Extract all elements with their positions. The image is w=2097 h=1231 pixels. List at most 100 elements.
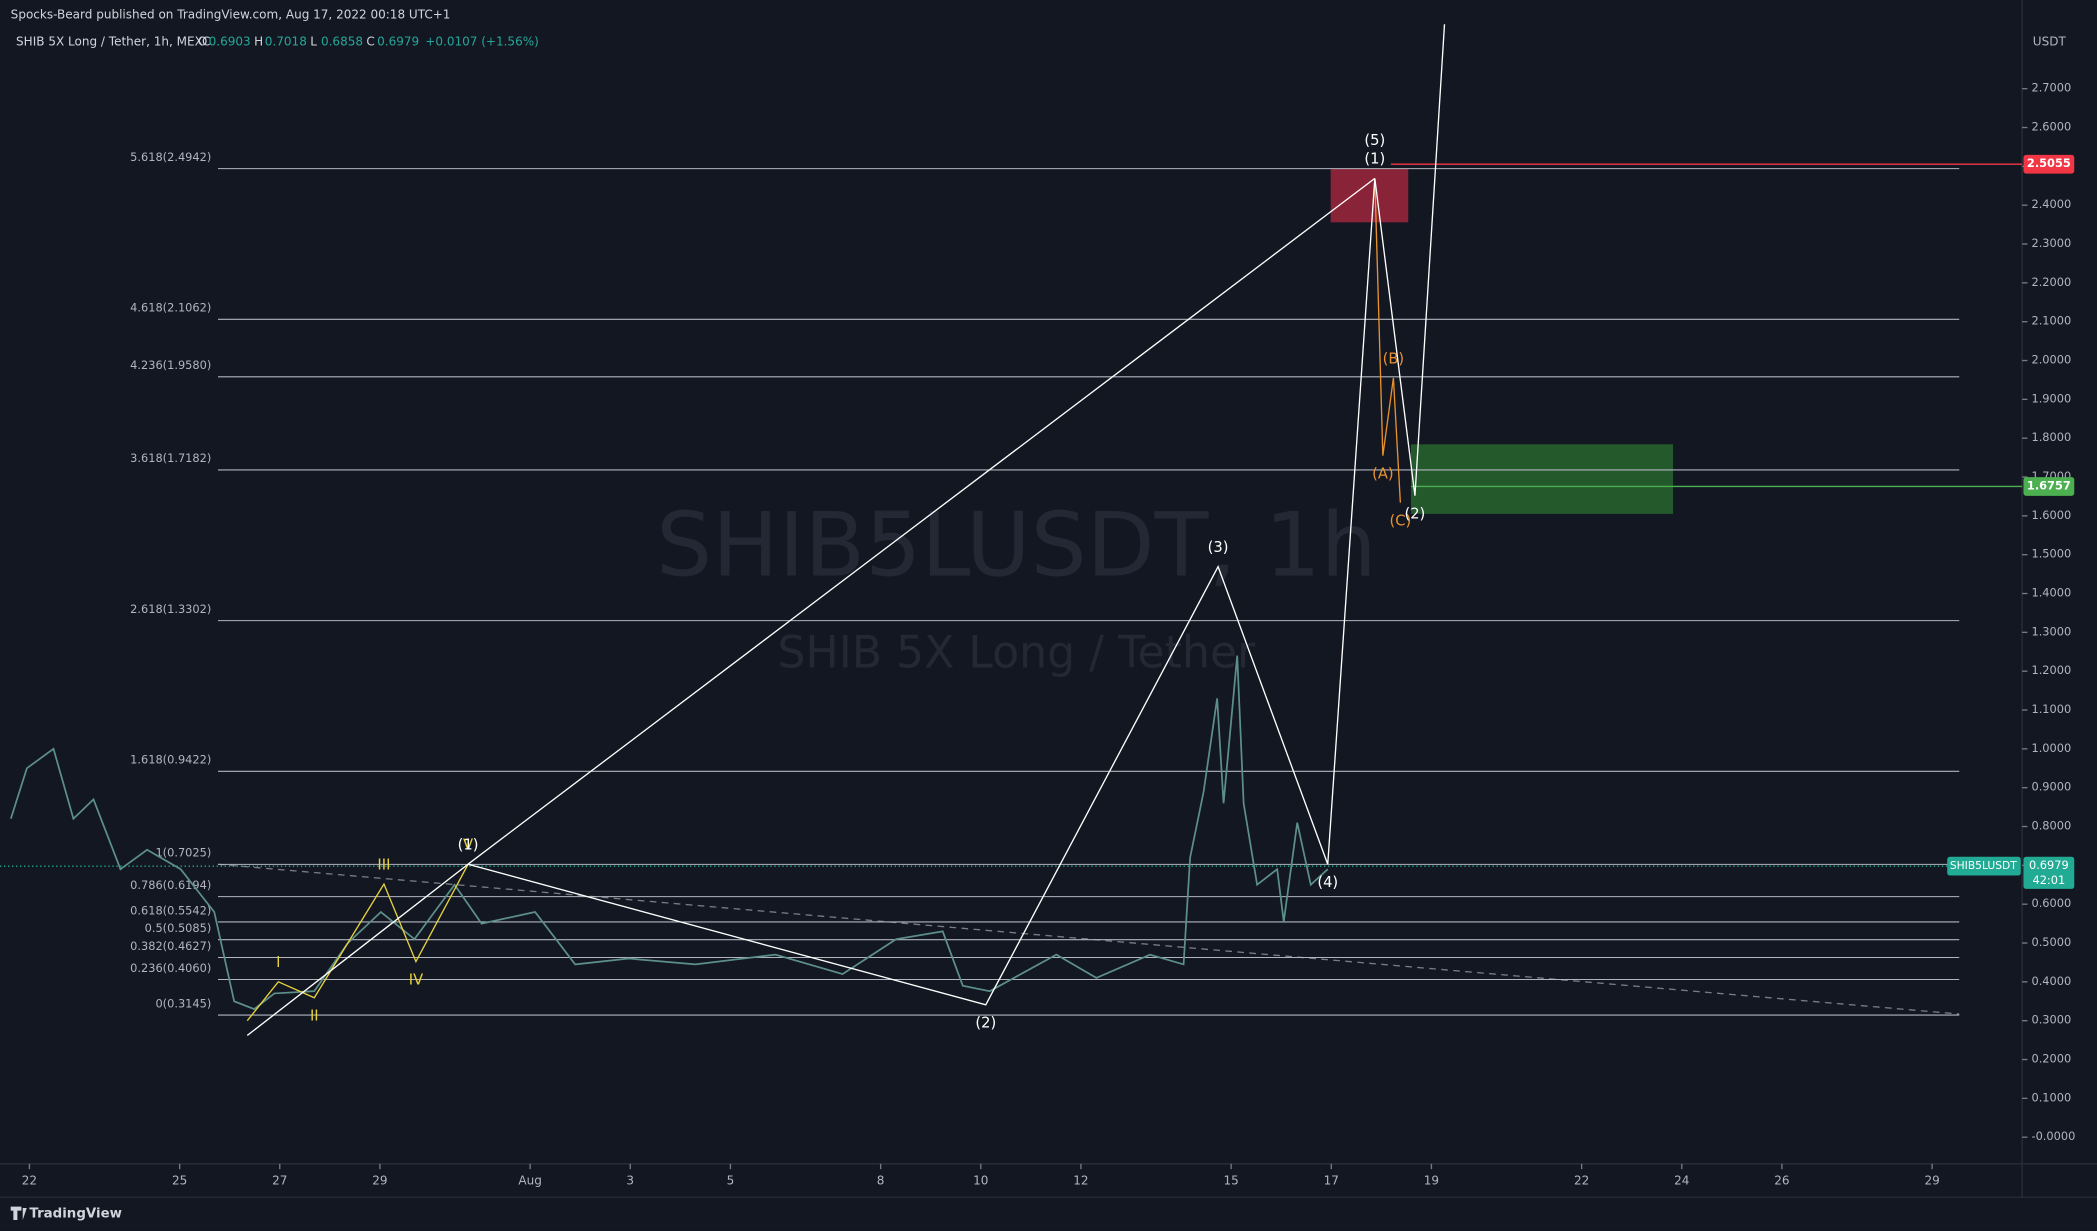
- legend-symbol: SHIB 5X Long / Tether, 1h, MEXC: [16, 34, 210, 48]
- time-tick-label: 8: [877, 1174, 885, 1188]
- wave-line: [246, 24, 1446, 1036]
- time-tick-label: 22: [22, 1174, 37, 1188]
- legend-key: O: [198, 34, 207, 48]
- time-tick-label: 5: [727, 1174, 735, 1188]
- price-tick-label: 2.6000: [2031, 120, 2071, 134]
- trend-line: [217, 863, 1960, 1015]
- price-tick-label: 0.9000: [2031, 780, 2071, 794]
- wave-label: V: [463, 836, 473, 853]
- watermark: SHIB5LUSDT, 1h SHIB 5X Long / Tether: [656, 494, 1377, 679]
- price-tick-label: 0.2000: [2031, 1052, 2071, 1066]
- wave-line: [246, 863, 469, 1022]
- fib-label: 0.5(0.5085): [145, 921, 212, 935]
- axis-unit: USDT: [2033, 34, 2067, 48]
- wave-label: I: [276, 954, 280, 971]
- wave-label: IV: [409, 971, 423, 988]
- price-tick-label: -0.0000: [2031, 1129, 2075, 1143]
- price-tick-label: 2.4000: [2031, 197, 2071, 211]
- wave-label: (2): [1404, 505, 1425, 522]
- price-tick-label: 2.3000: [2031, 236, 2071, 250]
- price-tick-label: 0.1000: [2031, 1090, 2071, 1104]
- fib-label: 0.786(0.6194): [130, 878, 211, 892]
- price-tick-label: 2.2000: [2031, 275, 2071, 289]
- wave-label: (3): [1208, 539, 1229, 556]
- price-tick-label: 0.8000: [2031, 819, 2071, 833]
- fib-label: 3.618(1.7182): [130, 451, 211, 465]
- wave-label: (2): [975, 1014, 996, 1031]
- legend-key: C: [366, 34, 374, 48]
- time-tick-label: 19: [1424, 1174, 1439, 1188]
- price-badge-label: 2.5055: [2027, 156, 2071, 170]
- price-tick-label: 1.2000: [2031, 663, 2071, 677]
- publish-info: Spocks-Beard published on TradingView.co…: [11, 8, 451, 22]
- time-tick-label: 25: [172, 1174, 187, 1188]
- price-tick-label: 1.8000: [2031, 430, 2071, 444]
- price-badge: [2023, 154, 2075, 174]
- symbol-badge: [1947, 856, 2021, 876]
- wave-label: II: [310, 1007, 319, 1024]
- price-tick-label: 1.4000: [2031, 586, 2071, 600]
- wave-label: (B): [1383, 350, 1405, 367]
- price-tick-label: 1.0000: [2031, 741, 2071, 755]
- time-tick-label: 26: [1774, 1174, 1789, 1188]
- wave-label: (C): [1389, 512, 1411, 529]
- last-price-badge: [2023, 856, 2075, 889]
- last-price-label: 0.6979: [2029, 858, 2069, 872]
- wave-label: (1): [1364, 151, 1385, 168]
- price-tick-label: 1.6000: [2031, 508, 2071, 522]
- drawing-layer: 5.618(2.4942) 4.618(2.1062) 4.236(1.9580) 3…: [0, 24, 2023, 1036]
- wave-label: (4): [1317, 874, 1338, 891]
- price-badge-label: 1.6757: [2027, 478, 2071, 492]
- price-tick-label: 0.5000: [2031, 935, 2071, 949]
- time-tick-label: 24: [1674, 1174, 1689, 1188]
- price-tick-label: 2.7000: [2031, 81, 2071, 95]
- price-tick-label: 2.0000: [2031, 353, 2071, 367]
- countdown: 42:01: [2032, 873, 2065, 887]
- legend-value: 0.6858: [321, 34, 363, 48]
- fib-label: 4.236(1.9580): [130, 358, 211, 372]
- time-tick-label: 29: [1924, 1174, 1939, 1188]
- price-tick-label: 2.1000: [2031, 314, 2071, 328]
- time-tick-label: 29: [372, 1174, 387, 1188]
- wave-label: (A): [1372, 465, 1394, 482]
- time-tick-label: 27: [272, 1174, 287, 1188]
- wave-line: [1374, 178, 1402, 503]
- wave-label: (5): [1364, 132, 1385, 149]
- brand-logo: [10, 1206, 27, 1220]
- price-line: [10, 655, 1329, 1011]
- legend-value: 0.6979: [377, 34, 419, 48]
- time-tick-label: 22: [1574, 1174, 1589, 1188]
- price-tick-label: 1.9000: [2031, 391, 2071, 405]
- wave-line: [467, 177, 1376, 865]
- fib-label: 0(0.3145): [155, 996, 211, 1010]
- wave-label: III: [377, 856, 390, 873]
- wave-label: (1): [458, 836, 479, 853]
- fib-label: 0.382(0.4627): [130, 939, 211, 953]
- fib-label: 4.618(2.1062): [130, 301, 211, 315]
- legend-change: +0.0107 (+1.56%): [425, 34, 539, 48]
- price-badge: [2023, 477, 2075, 496]
- price-tick-label: 0.6000: [2031, 896, 2071, 910]
- legend-key: H: [254, 34, 263, 48]
- fib-label: 0.618(0.5542): [130, 903, 211, 917]
- price-tick-label: 1.1000: [2031, 702, 2071, 716]
- price-tick-label: 1.5000: [2031, 547, 2071, 561]
- watermark-title: SHIB5LUSDT, 1h: [656, 494, 1377, 597]
- legend-value: 0.6903: [209, 34, 251, 48]
- time-tick-label: 15: [1223, 1174, 1238, 1188]
- time-tick-label: Aug: [518, 1174, 541, 1188]
- fib-label: 1(0.7025): [155, 846, 211, 860]
- price-tick-label: 1.3000: [2031, 624, 2071, 638]
- fib-label: 5.618(2.4942): [130, 150, 211, 164]
- price-tick-label: 0.4000: [2031, 974, 2071, 988]
- fib-label: 2.618(1.3302): [130, 602, 211, 616]
- fib-label: 0.236(0.4060): [130, 961, 211, 975]
- time-tick-label: 3: [626, 1174, 634, 1188]
- watermark-subtitle: SHIB 5X Long / Tether: [778, 628, 1257, 679]
- price-tick-label: 0.3000: [2031, 1013, 2071, 1027]
- time-tick-label: 12: [1073, 1174, 1088, 1188]
- symbol-badge-label: SHIB5LUSDT: [1950, 859, 2017, 872]
- time-tick-label: 10: [973, 1174, 988, 1188]
